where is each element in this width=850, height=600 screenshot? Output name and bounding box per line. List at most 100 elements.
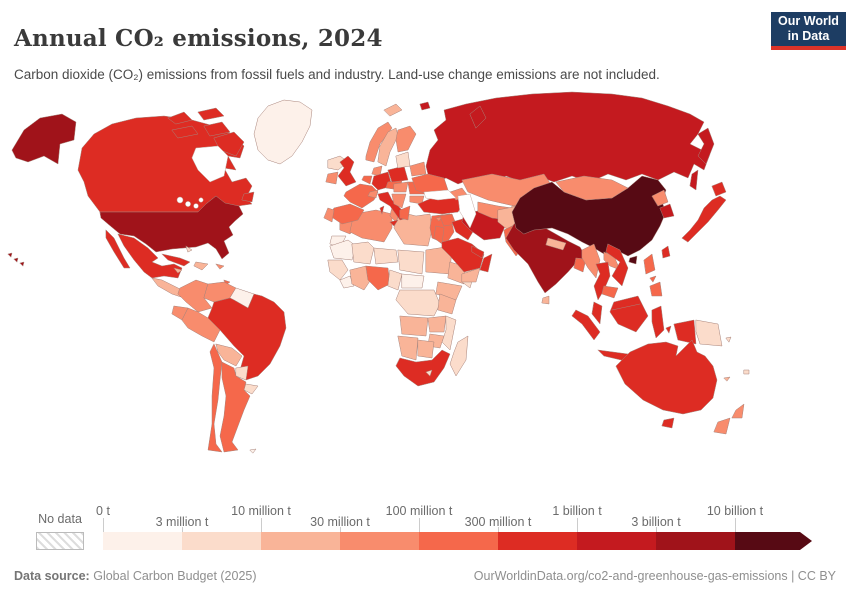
- country-greenland[interactable]: [253, 99, 313, 165]
- country-indonesia-moluccas[interactable]: [665, 325, 672, 334]
- country-lesotho[interactable]: [425, 369, 433, 377]
- country-algeria[interactable]: [349, 209, 393, 243]
- country-usa-hawaii3[interactable]: [19, 261, 25, 267]
- country-japan-hokkaido[interactable]: [711, 181, 727, 197]
- country-benelux[interactable]: [361, 175, 373, 185]
- country-belarus[interactable]: [409, 161, 427, 177]
- country-sweden[interactable]: [377, 127, 399, 167]
- country-tanzania[interactable]: [437, 293, 457, 315]
- legend-no-data-swatch[interactable]: [36, 532, 84, 550]
- country-angola[interactable]: [399, 315, 429, 337]
- country-ireland[interactable]: [325, 171, 339, 185]
- country-baltics[interactable]: [395, 151, 411, 169]
- owid-logo[interactable]: Our World in Data: [771, 12, 846, 50]
- country-papua-new-guinea[interactable]: [695, 319, 723, 347]
- country-russia-sakhalin[interactable]: [689, 169, 699, 191]
- country-mali[interactable]: [351, 241, 375, 265]
- country-usa-hawaii2[interactable]: [13, 257, 19, 263]
- country-sierra-leone-liberia[interactable]: [339, 275, 355, 289]
- country-australia[interactable]: [615, 339, 718, 415]
- country-portugal[interactable]: [323, 207, 335, 223]
- country-israel-jordan[interactable]: [433, 225, 445, 245]
- country-south-korea[interactable]: [659, 203, 675, 219]
- country-japan[interactable]: [681, 195, 727, 243]
- legend-bin-2[interactable]: [261, 532, 340, 550]
- country-sri-lanka[interactable]: [541, 295, 550, 305]
- country-cyprus[interactable]: [435, 216, 443, 222]
- country-madagascar[interactable]: [449, 335, 469, 377]
- country-central-african-republic[interactable]: [401, 273, 425, 289]
- country-taiwan[interactable]: [661, 245, 671, 259]
- country-china-hainan[interactable]: [628, 255, 638, 265]
- country-indonesia-west-papua[interactable]: [673, 319, 697, 345]
- country-cameroon[interactable]: [387, 269, 403, 291]
- country-philippines-visayas[interactable]: [649, 275, 657, 283]
- country-cambodia[interactable]: [601, 285, 619, 299]
- country-namibia[interactable]: [397, 335, 419, 361]
- country-chile[interactable]: [207, 343, 223, 453]
- country-russia-kamchatka[interactable]: [697, 127, 715, 165]
- country-usa-hawaii1[interactable]: [7, 252, 13, 258]
- country-poland[interactable]: [387, 165, 409, 183]
- country-ivory-coast-ghana[interactable]: [349, 265, 373, 291]
- country-greece[interactable]: [399, 205, 411, 221]
- country-thailand[interactable]: [593, 261, 611, 301]
- country-philippines-mindanao[interactable]: [649, 281, 663, 297]
- country-brazil[interactable]: [207, 293, 287, 381]
- country-malaysia[interactable]: [591, 301, 603, 325]
- country-mexico-baja[interactable]: [105, 229, 131, 269]
- country-vietnam[interactable]: [605, 243, 629, 287]
- country-canada-island2[interactable]: [197, 107, 225, 121]
- country-norway[interactable]: [365, 121, 393, 163]
- country-italy-sardinia[interactable]: [379, 205, 385, 215]
- country-nigeria[interactable]: [365, 265, 391, 291]
- country-finland[interactable]: [395, 125, 417, 153]
- legend-bin-0[interactable]: [103, 532, 182, 550]
- country-new-zealand-south[interactable]: [713, 417, 731, 435]
- country-puerto-rico[interactable]: [215, 263, 225, 270]
- country-gulf-states[interactable]: [471, 245, 485, 259]
- country-chad[interactable]: [397, 249, 425, 275]
- country-argentina[interactable]: [219, 361, 251, 453]
- country-cuba[interactable]: [161, 253, 191, 267]
- country-indonesia-sumatra[interactable]: [571, 309, 601, 341]
- country-indonesia-sulawesi[interactable]: [651, 305, 665, 339]
- country-balkans[interactable]: [391, 193, 407, 209]
- country-niger[interactable]: [373, 247, 399, 265]
- country-drc[interactable]: [395, 289, 441, 317]
- country-paraguay[interactable]: [235, 365, 249, 381]
- country-falklands[interactable]: [249, 448, 257, 454]
- country-usa[interactable]: [99, 195, 244, 260]
- country-borneo[interactable]: [609, 295, 649, 333]
- country-bahamas[interactable]: [185, 245, 193, 253]
- country-nepal[interactable]: [545, 237, 567, 251]
- country-mongolia[interactable]: [555, 175, 629, 201]
- country-canada-island4[interactable]: [203, 121, 231, 137]
- country-hungary-slovakia[interactable]: [393, 181, 409, 193]
- country-senegal-guinea[interactable]: [327, 259, 349, 281]
- country-oman[interactable]: [479, 253, 493, 273]
- legend-bin-6[interactable]: [577, 532, 656, 550]
- country-canada-island3[interactable]: [171, 125, 199, 139]
- country-uk[interactable]: [337, 155, 357, 187]
- legend-bin-7[interactable]: [656, 532, 735, 550]
- legend-bin-1[interactable]: [182, 532, 261, 550]
- country-myanmar[interactable]: [581, 243, 601, 279]
- country-usa-alaska[interactable]: [11, 113, 77, 165]
- legend-bin-5[interactable]: [498, 532, 577, 550]
- legend-bin-3[interactable]: [340, 532, 419, 550]
- country-fiji[interactable]: [743, 369, 750, 375]
- country-canada-island1[interactable]: [167, 111, 193, 125]
- country-hispaniola[interactable]: [193, 261, 209, 271]
- country-russia[interactable]: [425, 91, 711, 185]
- country-svalbard[interactable]: [383, 103, 403, 117]
- country-botswana[interactable]: [417, 339, 435, 359]
- country-russia-franz-josef[interactable]: [419, 101, 431, 111]
- country-canada-newfoundland[interactable]: [241, 191, 255, 203]
- country-yemen[interactable]: [461, 267, 481, 283]
- legend-bin-4[interactable]: [419, 532, 498, 550]
- country-mozambique[interactable]: [441, 315, 457, 351]
- country-italy-sicily[interactable]: [389, 219, 399, 227]
- country-bolivia[interactable]: [215, 343, 243, 367]
- country-russia-novaya-zemlya[interactable]: [469, 105, 487, 129]
